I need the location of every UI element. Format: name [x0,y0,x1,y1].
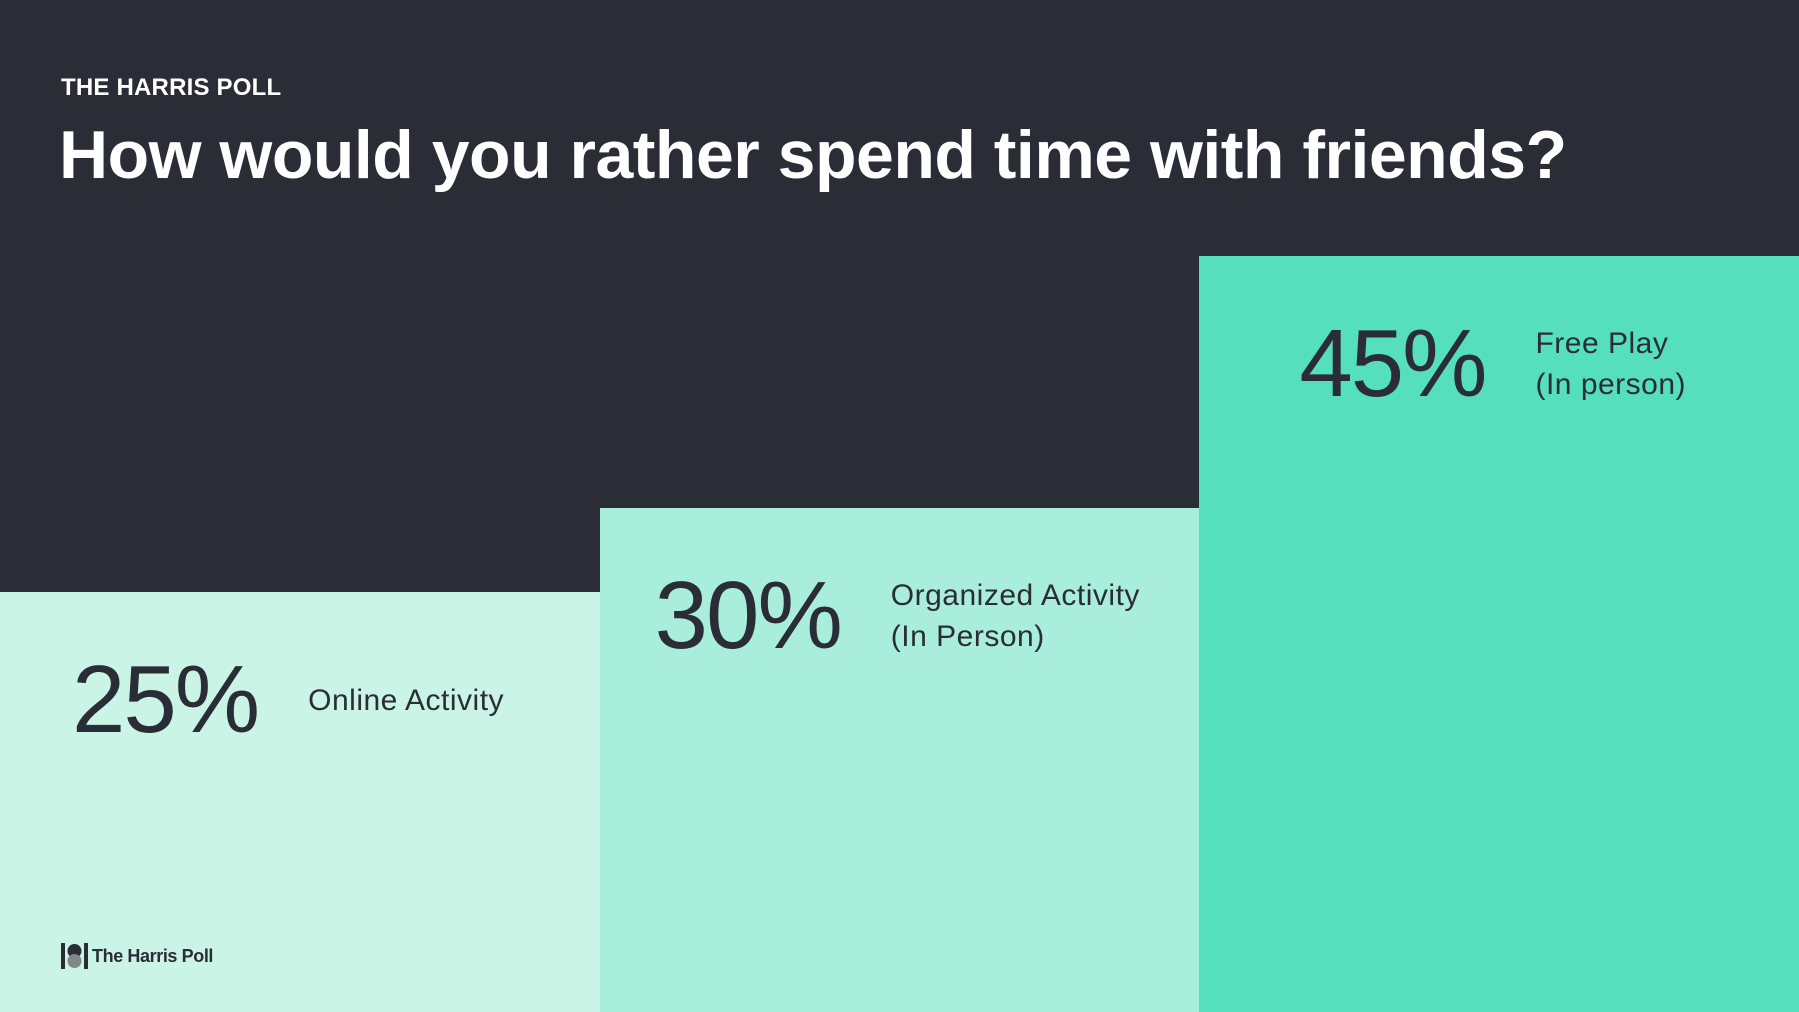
brand-header: THE HARRIS POLL [61,74,282,101]
category-label: Organized Activity (In Person) [890,579,1140,653]
bar-label-row: 30% Organized Activity (In Person) [655,562,1140,669]
bar: 30% Organized Activity (In Person) [599,508,1200,1012]
bar-label-row: 25% Online Activity [72,646,505,753]
category-label: Online Activity [308,683,505,717]
brand-logo: The Harris Poll [61,943,213,969]
category-label: Free Play (In person) [1535,327,1687,401]
bar-label-row: 45% Free Play (In person) [1299,310,1687,417]
logo-text: The Harris Poll [92,945,214,966]
bar: 45% Free Play (In person) [1199,256,1799,1012]
logo-icon [61,943,88,969]
value-label: 45% [1299,310,1487,417]
value-label: 25% [72,646,260,753]
value-label: 30% [654,562,843,669]
chart-title: How would you rather spend time with fri… [59,117,1567,193]
bar: 25% Online Activity [0,592,600,1012]
